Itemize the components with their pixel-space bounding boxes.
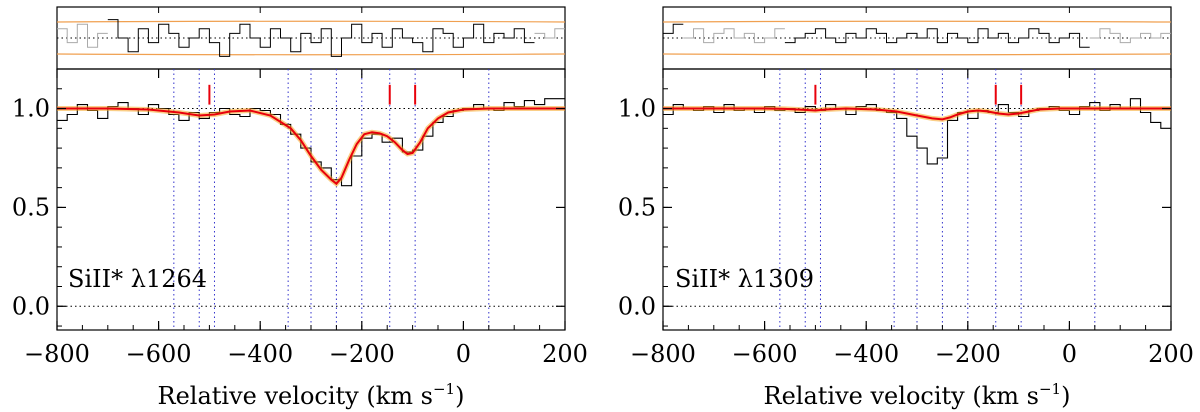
residual-histogram (57, 23, 108, 48)
x-tick-label: 200 (542, 340, 588, 368)
model-fit-line (57, 107, 565, 186)
x-tick-label: −400 (833, 340, 899, 368)
y-tick-label: 1.0 (12, 95, 50, 123)
residual-sigma-line (56, 53, 566, 56)
residual-layer (56, 19, 566, 57)
axes-layer: −800 −600 −400 −200 0 200 0.0 0.5 1.0 (12, 7, 588, 368)
y-tick-label: 0.5 (12, 193, 50, 221)
residual-layer (662, 20, 1172, 56)
x-axis-label: Relative velocity (km s−1) (158, 380, 465, 410)
plot-layer (57, 69, 565, 330)
axes-layer: −800 −600 −400 −200 0 200 0.0 0.5 1.0 (618, 7, 1194, 368)
y-tick-label: 0.0 (12, 292, 50, 320)
residual-histogram (1089, 28, 1171, 44)
residual-histogram (784, 28, 1090, 48)
residual-sigma-line (56, 20, 566, 23)
model-fit-line (663, 107, 1171, 121)
panel-siII-1309: −800 −600 −400 −200 0 200 0.0 0.5 1.0 SiII* λ130… (618, 6, 1194, 410)
residual-histogram (534, 28, 565, 39)
x-tick-label: 0 (456, 340, 471, 368)
residual-sigma-line (662, 53, 1172, 56)
x-tick-label: −600 (732, 340, 798, 368)
x-tick-label: −400 (227, 340, 293, 368)
x-tick-label: −600 (126, 340, 192, 368)
x-axis-label: Relative velocity (km s−1) (764, 380, 1071, 410)
x-tick-label: 200 (1148, 340, 1194, 368)
y-tick-label: 0.5 (618, 193, 656, 221)
ion-label: SiII* λ1309 (675, 265, 814, 293)
ion-label: SiII* λ1264 (68, 265, 207, 293)
residual-histogram (663, 23, 684, 34)
residual-sigma-line (662, 20, 1172, 23)
residual-histogram (683, 28, 785, 44)
x-tick-label: 0 (1062, 340, 1077, 368)
x-tick-label: −200 (329, 340, 395, 368)
residual-histogram (107, 19, 535, 57)
x-tick-label: −800 (24, 340, 90, 368)
y-tick-label: 1.0 (618, 95, 656, 123)
x-tick-label: −800 (630, 340, 696, 368)
plot-layer (663, 69, 1171, 330)
flux-histogram (57, 98, 565, 187)
panel-siII-1264: −800 −600 −400 −200 0 200 0.0 0.5 1.0 SiII* λ126… (12, 6, 588, 410)
y-tick-label: 0.0 (618, 292, 656, 320)
x-tick-label: −200 (935, 340, 1001, 368)
